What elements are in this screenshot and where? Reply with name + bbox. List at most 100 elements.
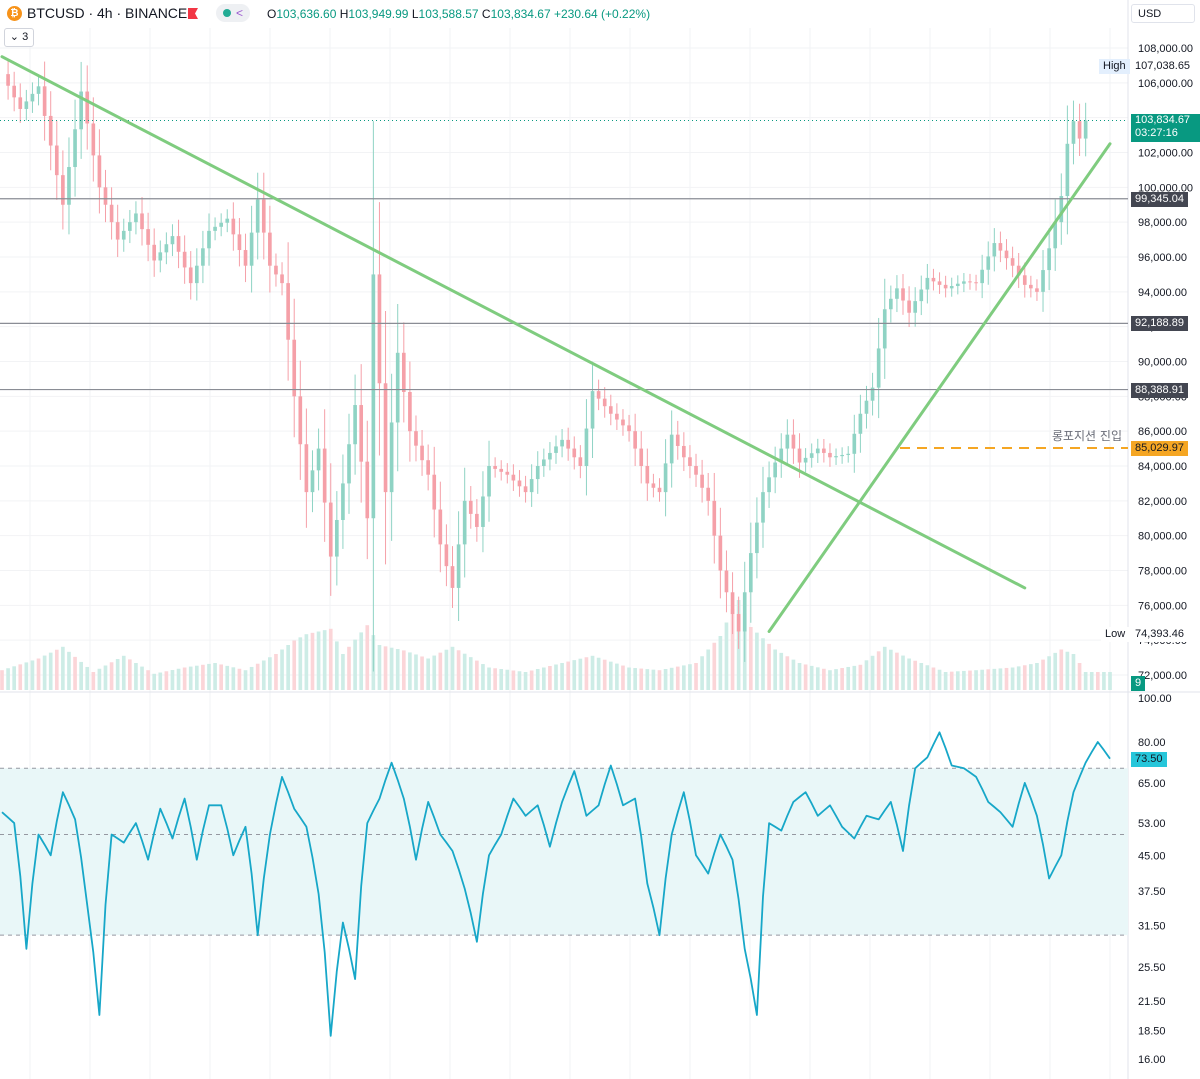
candle[interactable] (596, 391, 601, 399)
horizontal-levels[interactable]: 롱포지션 진입 (0, 198, 1128, 450)
candle[interactable] (852, 433, 857, 454)
candle[interactable] (115, 222, 120, 240)
candle[interactable] (962, 281, 966, 284)
candle[interactable] (322, 448, 327, 503)
candle[interactable] (523, 486, 528, 493)
candle[interactable] (310, 470, 315, 493)
candle[interactable] (633, 431, 637, 449)
candle[interactable] (213, 226, 217, 231)
candle[interactable] (194, 265, 199, 284)
candle[interactable] (67, 167, 71, 205)
candle[interactable] (675, 434, 680, 446)
candle[interactable] (219, 222, 223, 227)
candle[interactable] (152, 244, 157, 261)
candle[interactable] (91, 123, 96, 156)
candle[interactable] (347, 444, 351, 484)
candle[interactable] (158, 252, 163, 261)
candle[interactable] (834, 456, 838, 458)
candlestick-series[interactable] (0, 60, 1128, 672)
candle[interactable] (188, 267, 193, 284)
candle[interactable] (164, 244, 169, 253)
rsi-line[interactable] (1, 731, 1111, 1037)
candle[interactable] (998, 243, 1003, 251)
candle[interactable] (736, 614, 741, 632)
candle[interactable] (280, 274, 284, 284)
share-icon[interactable]: < (236, 6, 244, 20)
candle[interactable] (493, 466, 497, 469)
candle[interactable] (353, 405, 357, 445)
candle[interactable] (688, 457, 692, 466)
candle[interactable] (1071, 121, 1076, 144)
candle[interactable] (6, 74, 10, 86)
candle[interactable] (615, 413, 619, 420)
candle[interactable] (949, 286, 954, 289)
candle[interactable] (913, 301, 918, 313)
trendlines[interactable] (0, 55, 1112, 633)
candle[interactable] (298, 396, 303, 445)
candle[interactable] (73, 129, 77, 168)
candle[interactable] (919, 289, 924, 302)
candle[interactable] (170, 236, 175, 245)
candle[interactable] (48, 115, 53, 146)
candle[interactable] (584, 428, 589, 466)
candle[interactable] (499, 468, 504, 472)
candle[interactable] (414, 431, 418, 446)
candle[interactable] (286, 283, 290, 340)
candle[interactable] (328, 502, 333, 557)
candle[interactable] (1047, 248, 1051, 271)
candle[interactable] (578, 457, 583, 466)
candle[interactable] (85, 91, 90, 124)
candle[interactable] (395, 352, 400, 423)
candle[interactable] (261, 199, 266, 233)
candle[interactable] (1004, 250, 1009, 259)
candle[interactable] (809, 453, 814, 458)
candle[interactable] (1077, 121, 1082, 139)
candle[interactable] (517, 480, 522, 487)
candle[interactable] (925, 277, 930, 290)
candle[interactable] (1010, 258, 1015, 266)
candle[interactable] (1053, 222, 1058, 249)
candle[interactable] (767, 477, 771, 493)
candle[interactable] (986, 256, 991, 270)
candle[interactable] (815, 448, 820, 454)
candle[interactable] (24, 101, 29, 109)
candle[interactable] (408, 391, 412, 432)
candle[interactable] (937, 281, 942, 285)
candle[interactable] (785, 434, 790, 449)
candle[interactable] (943, 284, 948, 289)
candle[interactable] (901, 288, 905, 301)
candle[interactable] (462, 500, 467, 545)
candle[interactable] (718, 535, 723, 571)
candle[interactable] (511, 474, 516, 481)
candle[interactable] (645, 466, 650, 484)
candle[interactable] (79, 91, 83, 130)
candle[interactable] (627, 425, 631, 432)
candle[interactable] (18, 97, 23, 109)
candle[interactable] (505, 471, 510, 475)
candle[interactable] (669, 434, 674, 464)
candle[interactable] (931, 277, 936, 282)
flag-icon[interactable] (188, 8, 198, 19)
trendline[interactable] (0, 55, 1027, 590)
candle[interactable] (748, 553, 753, 593)
candle[interactable] (475, 513, 479, 527)
candle[interactable] (797, 448, 802, 463)
candle[interactable] (822, 448, 826, 453)
candle[interactable] (359, 405, 364, 462)
candle[interactable] (663, 463, 668, 493)
candle[interactable] (590, 391, 595, 429)
status-pill[interactable]: < (216, 4, 250, 22)
candle[interactable] (201, 248, 205, 266)
candle[interactable] (42, 86, 47, 116)
candle[interactable] (548, 452, 552, 460)
candle[interactable] (109, 204, 114, 223)
candle[interactable] (651, 483, 656, 488)
candle[interactable] (30, 93, 35, 102)
candle[interactable] (706, 487, 711, 501)
candle[interactable] (371, 274, 376, 519)
candle[interactable] (1035, 288, 1039, 292)
candle[interactable] (840, 454, 844, 457)
currency-selector[interactable]: USD (1131, 4, 1195, 23)
candle[interactable] (316, 448, 321, 471)
candle[interactable] (128, 222, 132, 231)
